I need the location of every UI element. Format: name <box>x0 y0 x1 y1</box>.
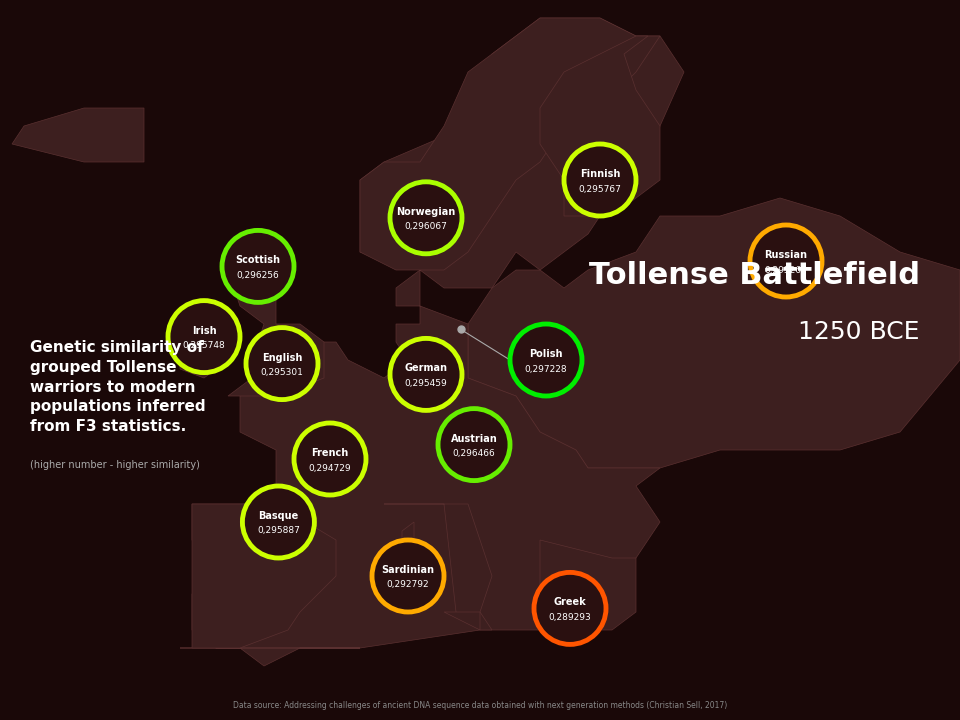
Circle shape <box>246 328 318 400</box>
Text: Basque: Basque <box>258 511 299 521</box>
Text: Genetic similarity of
grouped Tollense
warriors to modern
populations inferred
f: Genetic similarity of grouped Tollense w… <box>30 340 205 434</box>
Text: 0,297228: 0,297228 <box>525 364 567 374</box>
Text: Scottish: Scottish <box>235 256 280 266</box>
Circle shape <box>372 540 444 612</box>
Circle shape <box>243 486 315 558</box>
Polygon shape <box>540 36 660 216</box>
Circle shape <box>534 572 606 644</box>
Polygon shape <box>180 18 684 666</box>
Text: 0,296067: 0,296067 <box>404 222 447 231</box>
Circle shape <box>168 301 240 373</box>
Circle shape <box>564 144 636 216</box>
Text: Tollense Battlefield: Tollense Battlefield <box>589 261 920 290</box>
Text: 0,296256: 0,296256 <box>236 271 279 280</box>
Polygon shape <box>540 540 636 630</box>
Polygon shape <box>192 504 336 648</box>
Text: 0,295887: 0,295887 <box>257 526 300 536</box>
Circle shape <box>222 230 294 302</box>
Polygon shape <box>360 18 660 270</box>
Text: Finnish: Finnish <box>580 169 620 179</box>
Text: 0,295301: 0,295301 <box>260 368 303 377</box>
Text: 0,294729: 0,294729 <box>309 464 351 472</box>
Text: Russian: Russian <box>764 250 807 260</box>
Text: Norwegian: Norwegian <box>396 207 456 217</box>
Circle shape <box>390 338 462 410</box>
Polygon shape <box>396 558 420 603</box>
Text: 0,292792: 0,292792 <box>387 580 429 590</box>
Text: German: German <box>404 364 447 374</box>
Polygon shape <box>468 198 960 468</box>
Text: Irish: Irish <box>192 325 216 336</box>
Circle shape <box>438 409 510 481</box>
Polygon shape <box>180 306 228 378</box>
Text: Greek: Greek <box>554 598 587 608</box>
Circle shape <box>390 182 462 254</box>
Text: English: English <box>262 353 302 363</box>
Polygon shape <box>384 504 492 630</box>
Polygon shape <box>402 522 414 549</box>
Text: Polish: Polish <box>529 349 563 359</box>
Circle shape <box>750 225 822 297</box>
Text: 0,295459: 0,295459 <box>404 379 447 388</box>
Polygon shape <box>228 252 324 396</box>
Text: 1250 BCE: 1250 BCE <box>799 320 920 344</box>
Text: French: French <box>311 448 348 458</box>
Text: 0,295767: 0,295767 <box>579 184 621 194</box>
Text: 0,296466: 0,296466 <box>452 449 495 458</box>
Text: (higher number - higher similarity): (higher number - higher similarity) <box>30 460 200 470</box>
Polygon shape <box>444 612 480 630</box>
Polygon shape <box>12 108 144 162</box>
Circle shape <box>294 423 366 495</box>
Text: Data source: Addressing challenges of ancient DNA sequence data obtained with ne: Data source: Addressing challenges of an… <box>233 701 727 710</box>
Text: 0,295748: 0,295748 <box>182 341 226 350</box>
Text: 0,293269: 0,293269 <box>764 266 807 274</box>
Circle shape <box>510 324 582 396</box>
Text: Sardinian: Sardinian <box>381 565 435 575</box>
Text: Austrian: Austrian <box>450 433 497 444</box>
Text: 0,289293: 0,289293 <box>548 613 591 622</box>
